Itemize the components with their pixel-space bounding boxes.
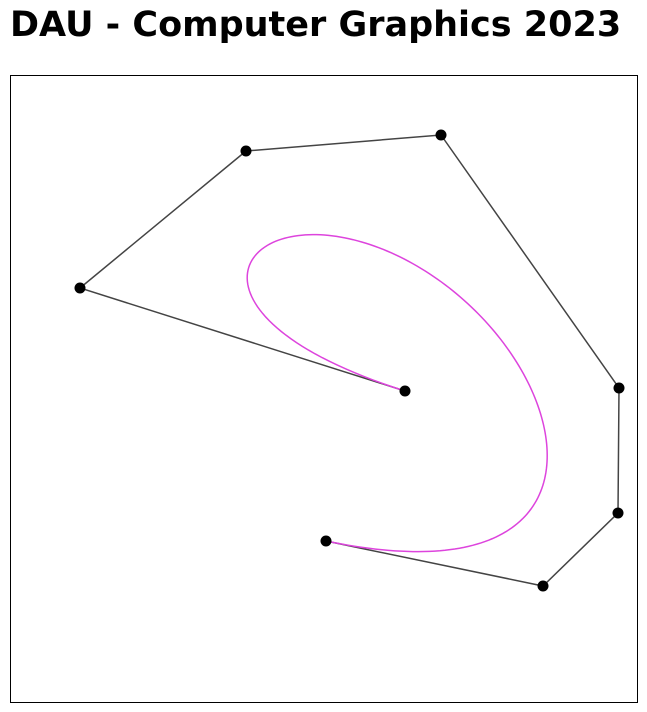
bezier-canvas-svg[interactable] bbox=[11, 76, 637, 702]
control-polygon bbox=[78, 134, 620, 587]
control-point-5[interactable] bbox=[613, 382, 625, 394]
control-point-1[interactable] bbox=[399, 385, 411, 397]
bezier-curve-path bbox=[246, 233, 548, 553]
control-point-2[interactable] bbox=[74, 282, 86, 294]
control-points[interactable] bbox=[74, 129, 625, 592]
control-polygon-line bbox=[78, 134, 620, 587]
control-point-3[interactable] bbox=[240, 145, 252, 157]
bezier-curve bbox=[246, 233, 548, 553]
control-point-8[interactable] bbox=[320, 535, 332, 547]
drawing-canvas[interactable] bbox=[10, 75, 638, 703]
control-point-7[interactable] bbox=[537, 580, 549, 592]
control-point-4[interactable] bbox=[435, 129, 447, 141]
control-point-6[interactable] bbox=[612, 507, 624, 519]
page-title: DAU - Computer Graphics 2023 bbox=[10, 5, 622, 45]
